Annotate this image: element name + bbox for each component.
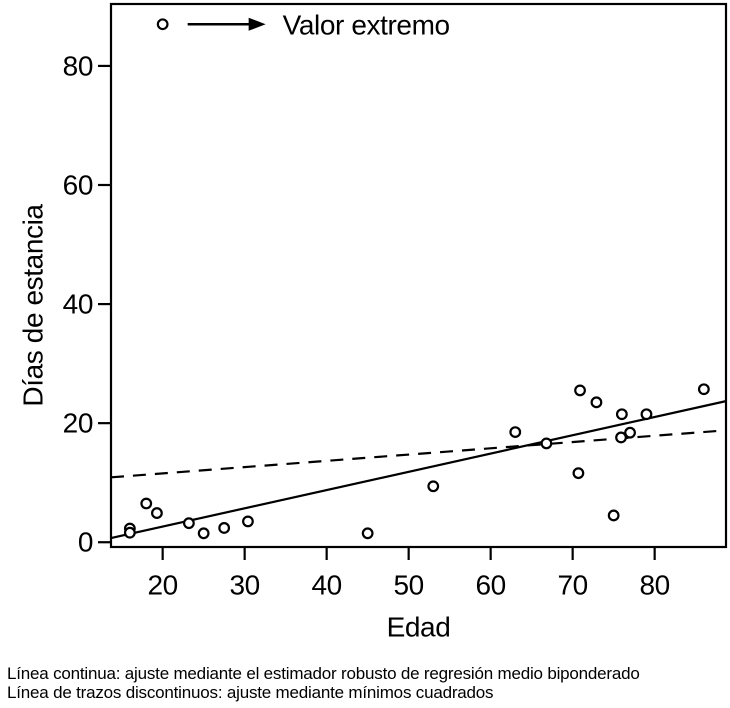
extreme-value-annotation: Valor extremo: [187, 10, 450, 41]
plot-frame: [109, 2, 728, 549]
x-axis-tick-label: 60: [475, 570, 505, 601]
data-point: [615, 431, 627, 444]
y-axis-tick-label: 0: [78, 527, 93, 558]
x-axis-title: Edad: [387, 612, 451, 643]
data-point: [182, 517, 195, 530]
annotation-arrow-head: [248, 17, 266, 31]
data-point: [197, 527, 210, 540]
caption-line-solid: Línea continua: ajuste mediante el estim…: [7, 664, 640, 683]
data-point: [140, 497, 153, 510]
y-axis-tick-label: 60: [63, 170, 93, 201]
data-point: [607, 509, 620, 522]
y-axis-title: Días de estancia: [18, 204, 49, 407]
scatter-chart: 20 30 40 50 60 70 80 0 20 40 60 80 Edad Días de estan…: [0, 0, 730, 652]
data-point: [151, 507, 163, 519]
robust-fit-line: [110, 400, 727, 540]
x-axis-tick-label: 30: [229, 570, 259, 601]
data-point: [697, 383, 710, 396]
data-point: [123, 526, 136, 539]
data-point: [574, 384, 586, 397]
data-point: [615, 408, 628, 421]
data-point: [427, 480, 440, 493]
figure-caption: Línea continua: ajuste mediante el estim…: [7, 664, 640, 702]
data-point: [590, 396, 603, 409]
x-axis-tick-label: 70: [557, 570, 587, 601]
x-axis-tick-label: 80: [639, 570, 669, 601]
x-axis-tick-label: 50: [393, 570, 423, 601]
y-axis-tick-label: 40: [63, 289, 93, 320]
data-point: [218, 522, 231, 534]
data-point: [509, 426, 522, 438]
y-axis-tick-label: 80: [63, 50, 93, 81]
data-point: [640, 408, 653, 421]
data-point: [156, 18, 169, 31]
data-point: [540, 437, 553, 450]
data-point: [572, 467, 585, 480]
x-axis-tick-label: 40: [311, 570, 341, 601]
data-point: [624, 426, 636, 439]
x-axis-tick-label: 20: [147, 570, 177, 601]
caption-line-dashed: Línea de trazos discontinuos: ajuste med…: [7, 683, 494, 702]
chart-background: [0, 0, 730, 652]
data-point: [361, 527, 374, 540]
annotation-label: Valor extremo: [283, 10, 450, 41]
y-axis-tick-label: 20: [63, 408, 93, 439]
data-point: [242, 515, 254, 528]
